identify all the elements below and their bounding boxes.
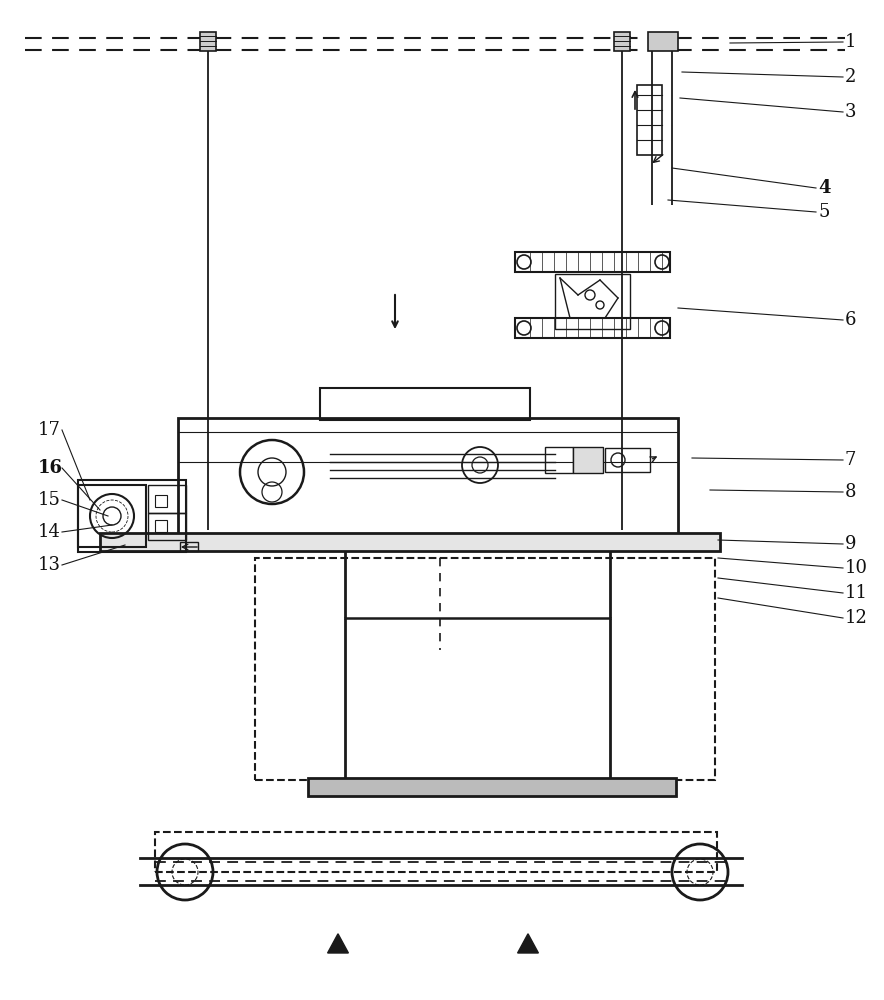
Bar <box>614 32 630 51</box>
Bar <box>155 520 167 532</box>
Bar <box>78 480 186 552</box>
Polygon shape <box>328 934 348 953</box>
Text: 1: 1 <box>845 33 857 51</box>
Bar <box>515 252 670 272</box>
Text: 7: 7 <box>845 451 857 469</box>
Bar <box>155 495 167 507</box>
Bar <box>637 85 662 155</box>
Bar <box>180 542 198 551</box>
Polygon shape <box>518 934 538 953</box>
Bar <box>178 418 678 546</box>
Text: 12: 12 <box>845 609 868 627</box>
Text: 2: 2 <box>845 68 857 86</box>
Text: 4: 4 <box>818 179 830 197</box>
Text: 8: 8 <box>845 483 857 501</box>
Text: 9: 9 <box>845 535 857 553</box>
Bar <box>555 274 630 329</box>
Text: 6: 6 <box>845 311 857 329</box>
Bar <box>148 485 186 513</box>
Text: 5: 5 <box>818 203 829 221</box>
Text: 11: 11 <box>845 584 868 602</box>
Bar <box>200 32 216 51</box>
Bar <box>573 447 603 473</box>
Text: 10: 10 <box>845 559 868 577</box>
Bar <box>308 778 676 796</box>
Bar <box>605 448 650 472</box>
Bar <box>155 832 717 872</box>
Bar <box>648 32 678 51</box>
Bar <box>78 485 146 547</box>
Bar <box>148 513 186 540</box>
Bar <box>545 447 573 473</box>
Text: 16: 16 <box>38 459 63 477</box>
Bar <box>255 558 715 780</box>
Bar <box>320 388 530 420</box>
Bar <box>100 533 720 551</box>
Text: 14: 14 <box>38 523 61 541</box>
Text: 13: 13 <box>38 556 61 574</box>
Text: 15: 15 <box>38 491 61 509</box>
Text: 3: 3 <box>845 103 857 121</box>
Bar <box>515 318 670 338</box>
Text: 17: 17 <box>38 421 61 439</box>
